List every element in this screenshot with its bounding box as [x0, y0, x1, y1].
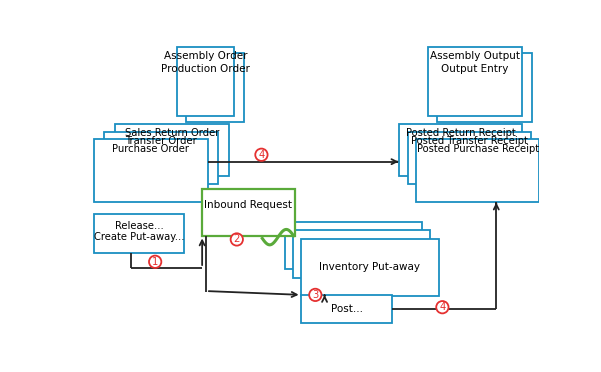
Text: Create Put-away...: Create Put-away...	[94, 232, 185, 242]
Bar	[293, 230, 430, 278]
Text: Sales Return Order: Sales Return Order	[125, 128, 219, 138]
Text: Transfer Order: Transfer Order	[126, 136, 197, 146]
Circle shape	[436, 301, 448, 313]
Text: 4: 4	[258, 150, 264, 160]
Bar	[186, 53, 244, 122]
Text: Posted Purchase Receipt: Posted Purchase Receipt	[416, 144, 539, 154]
Bar	[407, 132, 531, 184]
Bar	[284, 222, 421, 269]
Text: Posted Transfer Receipt: Posted Transfer Receipt	[411, 136, 528, 146]
Text: 2: 2	[234, 234, 240, 244]
Bar	[437, 53, 532, 122]
Bar	[399, 124, 522, 176]
Circle shape	[149, 256, 161, 268]
Text: Release...: Release...	[115, 221, 163, 231]
Text: Assembly Output: Assembly Output	[430, 51, 520, 61]
Bar	[416, 140, 539, 202]
Bar	[302, 295, 392, 323]
Bar	[94, 140, 207, 202]
Bar	[428, 47, 522, 116]
Text: Production Order: Production Order	[161, 64, 250, 74]
Bar	[177, 47, 234, 116]
Text: 4: 4	[439, 302, 445, 312]
Bar	[202, 189, 294, 235]
Bar	[302, 239, 439, 296]
Circle shape	[309, 289, 322, 301]
Text: Purchase Order: Purchase Order	[112, 144, 189, 154]
Bar	[115, 124, 229, 176]
Text: 1: 1	[152, 257, 158, 267]
Text: 3: 3	[312, 290, 319, 300]
Text: Assembly Order: Assembly Order	[164, 51, 248, 61]
Bar	[94, 214, 185, 253]
Text: Post...: Post...	[331, 304, 363, 314]
Text: Output Entry: Output Entry	[441, 64, 509, 74]
Circle shape	[255, 148, 267, 161]
Text: Inbound Request: Inbound Request	[204, 200, 292, 210]
Text: Inventory Put-away: Inventory Put-away	[320, 262, 421, 272]
Text: Posted Return Receipt: Posted Return Receipt	[406, 128, 516, 138]
Bar	[105, 132, 218, 184]
Circle shape	[231, 233, 243, 246]
